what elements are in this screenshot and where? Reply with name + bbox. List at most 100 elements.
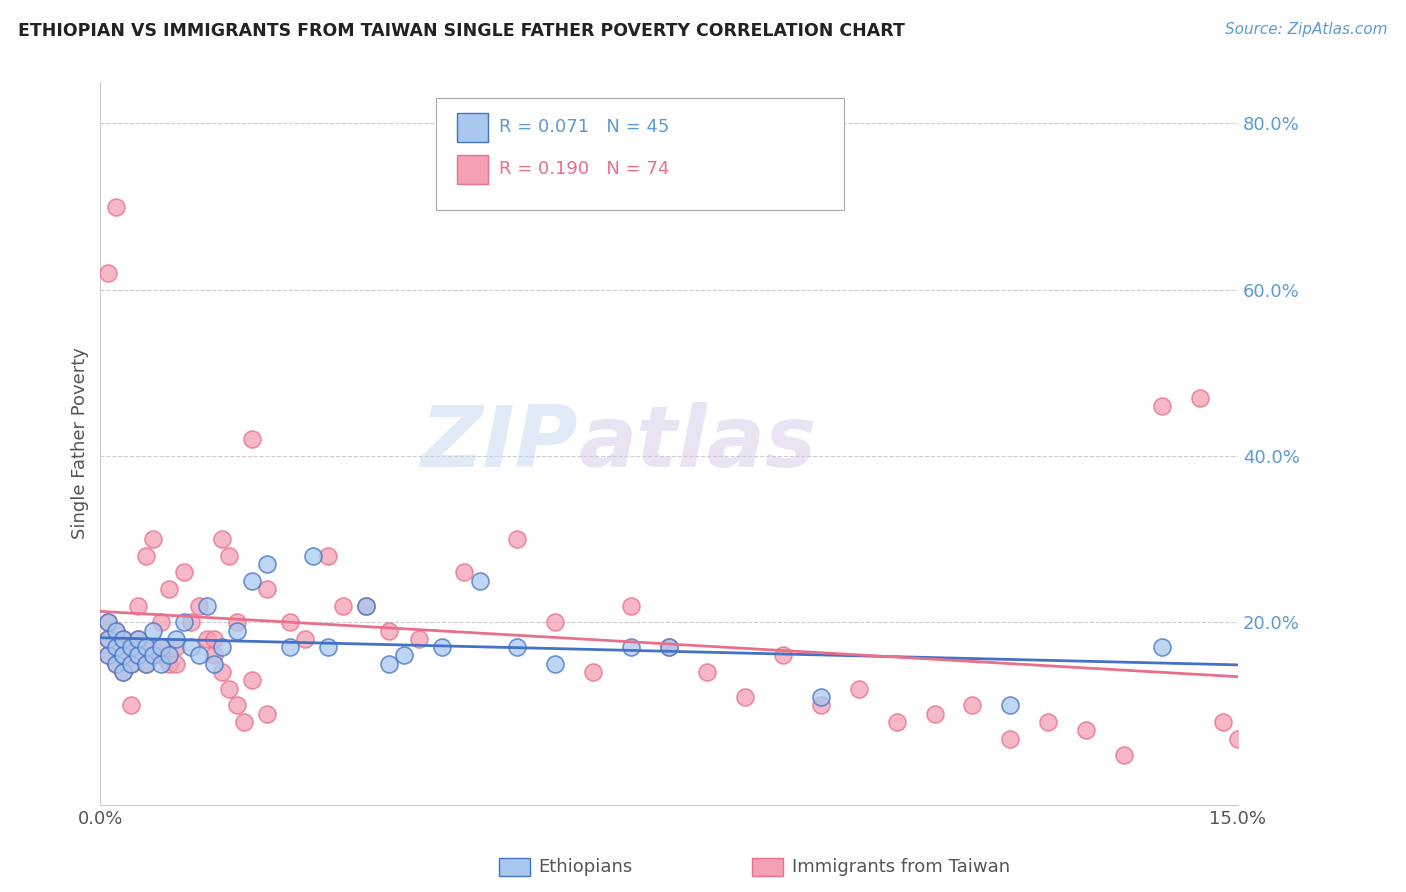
Y-axis label: Single Father Poverty: Single Father Poverty <box>72 348 89 540</box>
Point <box>1000 731 1022 746</box>
Point <box>127 648 149 663</box>
Point <box>218 681 240 696</box>
Point <box>430 640 453 654</box>
Point <box>173 566 195 580</box>
Point <box>104 640 127 654</box>
Point <box>112 632 135 646</box>
Point <box>165 632 187 646</box>
Point <box>316 549 339 563</box>
Point <box>97 615 120 630</box>
Point <box>135 657 157 671</box>
Point <box>180 615 202 630</box>
Point <box>127 632 149 646</box>
Point <box>582 665 605 679</box>
Point <box>135 657 157 671</box>
Point <box>278 640 301 654</box>
Point <box>453 566 475 580</box>
Point <box>734 690 756 704</box>
Point <box>218 549 240 563</box>
Text: Immigrants from Taiwan: Immigrants from Taiwan <box>792 858 1010 876</box>
Point <box>658 640 681 654</box>
Point <box>104 624 127 638</box>
Point <box>468 574 491 588</box>
Point <box>544 657 567 671</box>
Point <box>354 599 377 613</box>
Point <box>112 665 135 679</box>
Point <box>97 632 120 646</box>
Point <box>142 648 165 663</box>
Point <box>620 599 643 613</box>
Point <box>1212 714 1234 729</box>
Point <box>544 615 567 630</box>
Point <box>225 615 247 630</box>
Point <box>886 714 908 729</box>
Point <box>112 648 135 663</box>
Point <box>120 698 142 713</box>
Point <box>1150 640 1173 654</box>
Point <box>240 574 263 588</box>
Point <box>97 648 120 663</box>
Point <box>97 266 120 280</box>
Text: R = 0.190   N = 74: R = 0.190 N = 74 <box>499 160 669 178</box>
Point <box>202 657 225 671</box>
Point <box>240 433 263 447</box>
Point <box>696 665 718 679</box>
Point <box>127 648 149 663</box>
Point <box>120 657 142 671</box>
Point <box>240 673 263 688</box>
Point <box>157 657 180 671</box>
Point <box>256 557 278 571</box>
Point <box>187 648 209 663</box>
Point <box>810 698 832 713</box>
Point <box>392 648 415 663</box>
Point <box>120 640 142 654</box>
Text: atlas: atlas <box>578 402 817 485</box>
Point <box>1076 723 1098 738</box>
Point <box>135 640 157 654</box>
Point <box>225 698 247 713</box>
Point <box>195 599 218 613</box>
Text: Ethiopians: Ethiopians <box>538 858 633 876</box>
Point <box>1188 391 1211 405</box>
Point <box>142 624 165 638</box>
Point <box>150 640 173 654</box>
Point <box>165 640 187 654</box>
Point <box>848 681 870 696</box>
Point <box>620 640 643 654</box>
Point <box>202 632 225 646</box>
Point <box>142 640 165 654</box>
Point <box>97 632 120 646</box>
Point <box>408 632 430 646</box>
Point <box>202 648 225 663</box>
Point <box>377 624 399 638</box>
Point <box>104 624 127 638</box>
Point <box>506 640 529 654</box>
Point <box>104 640 127 654</box>
Point <box>1150 399 1173 413</box>
Point <box>135 549 157 563</box>
Point <box>180 640 202 654</box>
Text: Source: ZipAtlas.com: Source: ZipAtlas.com <box>1225 22 1388 37</box>
Point <box>97 648 120 663</box>
Point <box>127 599 149 613</box>
Point <box>278 615 301 630</box>
Point <box>150 615 173 630</box>
Point <box>187 599 209 613</box>
Point <box>316 640 339 654</box>
Point <box>112 648 135 663</box>
Point <box>150 657 173 671</box>
Point <box>120 657 142 671</box>
Point <box>1114 748 1136 763</box>
Point <box>112 632 135 646</box>
Point <box>294 632 316 646</box>
Point <box>772 648 794 663</box>
Point <box>354 599 377 613</box>
Point <box>332 599 354 613</box>
Point <box>142 532 165 546</box>
Point <box>810 690 832 704</box>
Point <box>104 657 127 671</box>
Point <box>150 640 173 654</box>
Point <box>127 632 149 646</box>
Point <box>211 532 233 546</box>
Point <box>962 698 984 713</box>
